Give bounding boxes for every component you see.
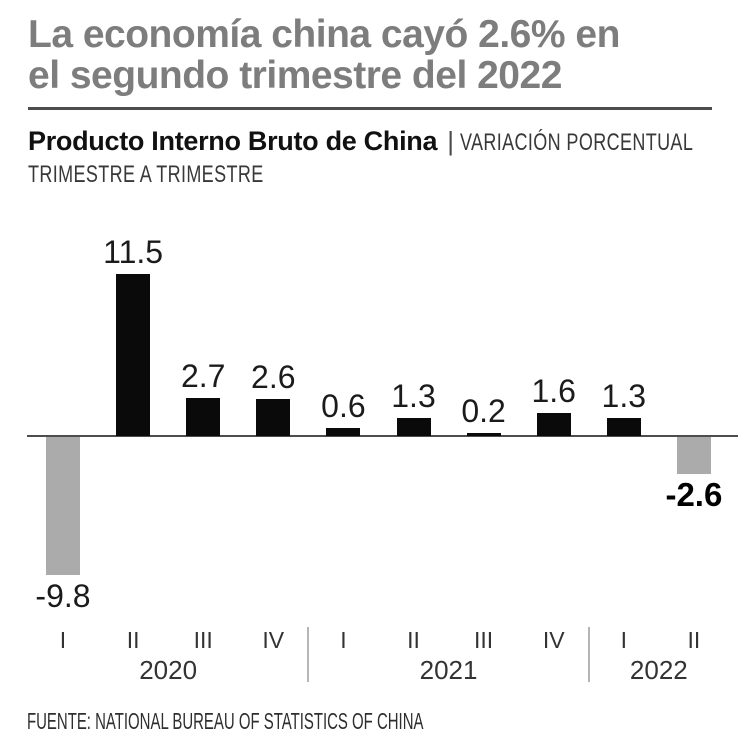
- bar-value-label: 2.6: [251, 359, 296, 396]
- bar-value-label: -9.8: [35, 578, 91, 615]
- subtitle-pipe-separator: |: [447, 126, 454, 156]
- axis-year-label: 2022: [629, 655, 688, 685]
- title-line-1: La economía china cayó 2.6% en: [28, 13, 620, 56]
- page-title: La economía china cayó 2.6% en el segund…: [28, 14, 620, 96]
- axis-quarter-label: I: [340, 627, 347, 653]
- year-separator: [307, 627, 310, 682]
- axis-quarter-label: III: [474, 627, 494, 653]
- axis-year-label: 2020: [139, 655, 198, 685]
- chart-subtitle: Producto Interno Bruto de China | VARIACIÓ…: [28, 126, 755, 157]
- bar: [466, 433, 501, 436]
- axis-quarter-label: I: [59, 627, 67, 653]
- bar-value-label: 0.6: [321, 387, 366, 424]
- x-axis-line: [27, 435, 738, 437]
- axis-year-label: 2021: [419, 655, 478, 685]
- axis-quarter-label: III: [193, 627, 213, 653]
- axis-quarter-label: IV: [542, 627, 565, 653]
- bar: [676, 437, 711, 474]
- axis-quarter-label: II: [407, 627, 420, 653]
- bar-value-label: 2.7: [180, 357, 226, 394]
- bar-value-label: -2.6: [665, 475, 723, 513]
- chart-subtitle-tagline: VARIACIÓN PORCENTUAL: [459, 129, 694, 156]
- bar-value-label: 1.6: [531, 373, 576, 410]
- bar: [46, 437, 80, 576]
- source-note: FUENTE: NATIONAL BUREAU OF STATISTICS OF…: [27, 708, 424, 734]
- bar: [256, 399, 291, 436]
- bar-value-label: 0.2: [461, 393, 506, 430]
- axis-quarter-label: I: [620, 627, 627, 653]
- title-line-2: el segundo trimestre del 2022: [28, 54, 562, 97]
- chart-subtitle-tagline-2: TRIMESTRE A TRIMESTRE: [28, 161, 264, 188]
- bar: [536, 413, 571, 436]
- chart-subtitle-bold: Producto Interno Bruto de China: [28, 126, 438, 156]
- bar: [116, 273, 151, 436]
- bar: [326, 427, 361, 436]
- title-divider-rule: [28, 107, 712, 110]
- bar: [606, 417, 641, 436]
- year-separator: [587, 627, 590, 682]
- bar-value-label: 11.5: [103, 233, 164, 270]
- axis-quarter-label: II: [687, 627, 701, 653]
- bar: [396, 417, 431, 436]
- bar-value-label: 1.3: [391, 377, 436, 414]
- bar-value-label: 1.3: [601, 377, 647, 414]
- axis-quarter-label: IV: [262, 627, 285, 653]
- bar: [186, 397, 221, 436]
- axis-quarter-label: II: [126, 627, 140, 653]
